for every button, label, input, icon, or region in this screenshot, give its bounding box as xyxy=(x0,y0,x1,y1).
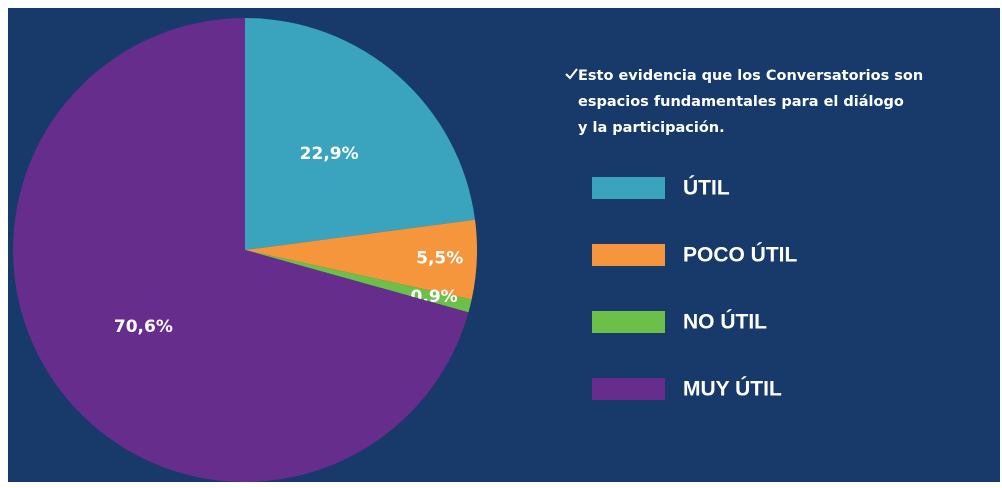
legend-swatch xyxy=(592,244,665,266)
legend-swatch xyxy=(592,311,665,333)
legend-label: ÚTIL xyxy=(683,176,730,200)
check-icon xyxy=(565,68,578,80)
data-label: 5,5% xyxy=(416,248,463,268)
annotation: y la participación. xyxy=(578,120,725,136)
data-label: 22,9% xyxy=(300,144,359,164)
pie-slice xyxy=(245,250,472,313)
pie-slice xyxy=(13,18,469,482)
pie-slice xyxy=(245,219,477,300)
data-label: 70,6% xyxy=(114,317,173,337)
pie-slice xyxy=(245,18,476,250)
legend-label: MUY ÚTIL xyxy=(683,377,782,401)
annotation: espacios fundamentales para el diálogo xyxy=(578,94,904,110)
legend-swatch xyxy=(592,177,665,199)
legend-label: POCO ÚTIL xyxy=(683,243,798,267)
legend-label: NO ÚTIL xyxy=(683,310,767,334)
legend-swatch xyxy=(592,378,665,400)
annotation: Esto evidencia que los Conversatorios so… xyxy=(578,68,923,84)
